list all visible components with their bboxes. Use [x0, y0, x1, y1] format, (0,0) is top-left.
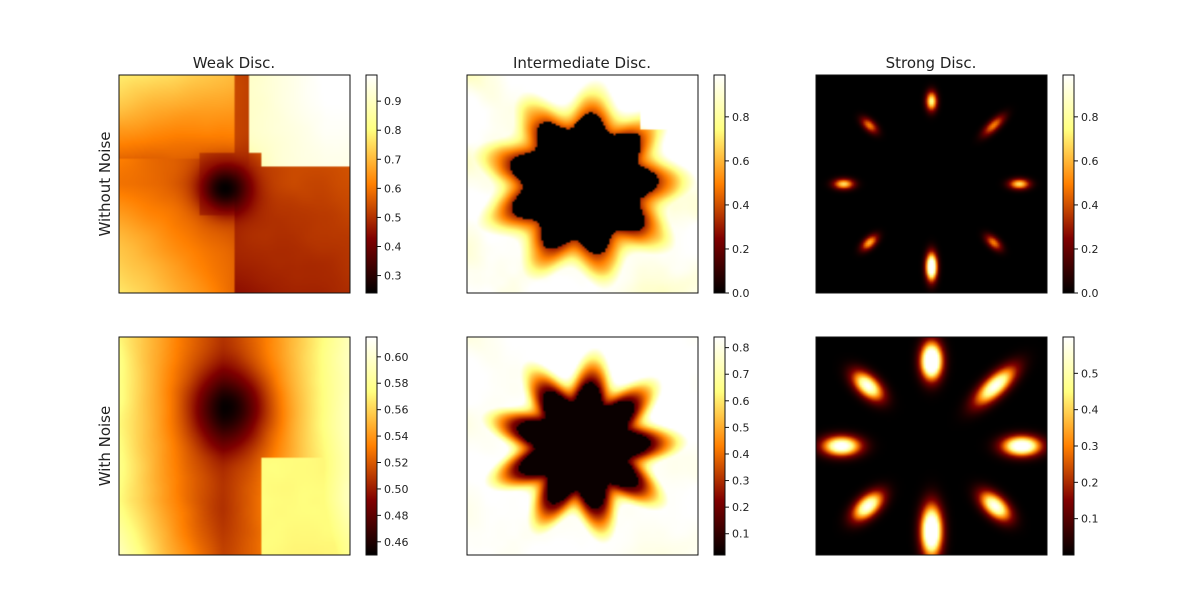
- colorbar-tick-label: 0.0: [1081, 287, 1099, 300]
- colorbar-tick-label: 0.1: [1081, 513, 1099, 526]
- heatmap-image: [816, 337, 1047, 555]
- heatmap-frame: [118, 74, 351, 294]
- colorbar-tick-label: 0.5: [732, 421, 750, 434]
- row-label-without-noise: Without Noise: [96, 132, 114, 237]
- column-titles: Weak Disc. Intermediate Disc. Strong Dis…: [193, 54, 977, 72]
- colorbar-tick-label: 0.0: [732, 287, 750, 300]
- colorbar-tick-label: 0.4: [1081, 404, 1099, 417]
- panel-intermediate-without-noise: 0.0 0.2 0.4 0.6 0.8: [466, 74, 750, 300]
- colorbar-tick-label: 0.3: [732, 475, 750, 488]
- colorbar-tick-label: 0.6: [1081, 155, 1099, 168]
- colorbar-tick-label: 0.56: [384, 404, 409, 417]
- panel-strong-without-noise: 0.0 0.2 0.4 0.6 0.8: [815, 74, 1099, 300]
- colorbar-tick-label: 0.2: [732, 243, 750, 256]
- colorbar-tick-label: 0.1: [732, 528, 750, 541]
- colorbar-tick-label: 0.3: [1081, 440, 1099, 453]
- colorbar-tick-label: 0.6: [732, 395, 750, 408]
- colorbar-tick-label: 0.8: [384, 124, 402, 137]
- heatmap-frame: [118, 336, 351, 556]
- colorbar-tick-label: 0.4: [384, 240, 402, 253]
- colorbar-tick-label: 0.7: [732, 368, 750, 381]
- colorbar-tick-label: 0.7: [384, 153, 402, 166]
- colorbar-tick-label: 0.5: [384, 211, 402, 224]
- colorbar-tick-label: 0.50: [384, 483, 409, 496]
- colorbar-tick-label: 0.3: [384, 270, 402, 283]
- heatmap-frame: [466, 336, 699, 556]
- column-title-strong: Strong Disc.: [886, 54, 977, 72]
- panel-intermediate-with-noise: 0.1 0.2 0.3 0.4 0.5 0.6 0.7 0.8: [466, 336, 750, 556]
- colorbar-tick-label: 0.6: [384, 182, 402, 195]
- colorbar-tick-label: 0.54: [384, 430, 409, 443]
- row-labels: Without Noise With Noise: [96, 132, 114, 487]
- panels: 0.30.40.50.60.70.80.90.00.20.40.60.80.00…: [118, 74, 1099, 556]
- colorbar: [365, 336, 378, 556]
- heatmap-image: [816, 75, 1047, 293]
- colorbar-tick-label: 0.58: [384, 377, 409, 390]
- colorbar-tick-label: 0.2: [732, 501, 750, 514]
- heatmap-image: [467, 337, 698, 555]
- colorbar: [713, 74, 726, 294]
- row-label-with-noise: With Noise: [96, 406, 114, 486]
- colorbar-tick-label: 0.4: [732, 199, 750, 212]
- panel-strong-with-noise: 0.1 0.2 0.3 0.4 0.5: [815, 336, 1099, 556]
- panel-weak-with-noise: 0.46 0.48 0.50 0.52 0.54 0.56 0.58 0.60: [118, 336, 409, 556]
- colorbar-tick-label: 0.48: [384, 509, 409, 522]
- heatmap-frame: [466, 74, 699, 294]
- colorbar-tick-label: 0.8: [732, 111, 750, 124]
- heatmap-frame: [815, 336, 1048, 556]
- colorbar-tick-label: 0.60: [384, 351, 409, 364]
- heatmap-image: [119, 75, 350, 293]
- colorbar-tick-label: 0.2: [1081, 243, 1099, 256]
- colorbar-tick-label: 0.52: [384, 457, 409, 470]
- colorbar: [713, 336, 726, 556]
- colorbar-tick-label: 0.8: [732, 342, 750, 355]
- colorbar: [365, 74, 378, 294]
- colorbar: [1062, 336, 1075, 556]
- colorbar-tick-label: 0.4: [1081, 199, 1099, 212]
- colorbar: [1062, 74, 1075, 294]
- column-title-weak: Weak Disc.: [193, 54, 275, 72]
- heatmap-frame: [815, 74, 1048, 294]
- heatmap-image: [467, 75, 698, 293]
- panel-weak-without-noise: 0.3 0.4 0.5 0.6 0.7 0.8 0.9: [118, 74, 402, 294]
- heatmap-image: [119, 337, 350, 555]
- colorbar-tick-label: 0.8: [1081, 111, 1099, 124]
- column-title-intermediate: Intermediate Disc.: [513, 54, 651, 72]
- colorbar-tick-label: 0.5: [1081, 367, 1099, 380]
- colorbar-tick-label: 0.4: [732, 448, 750, 461]
- colorbar-tick-label: 0.6: [732, 155, 750, 168]
- colorbar-tick-label: 0.2: [1081, 476, 1099, 489]
- colorbar-tick-label: 0.46: [384, 536, 409, 549]
- colorbar-tick-label: 0.9: [384, 95, 402, 108]
